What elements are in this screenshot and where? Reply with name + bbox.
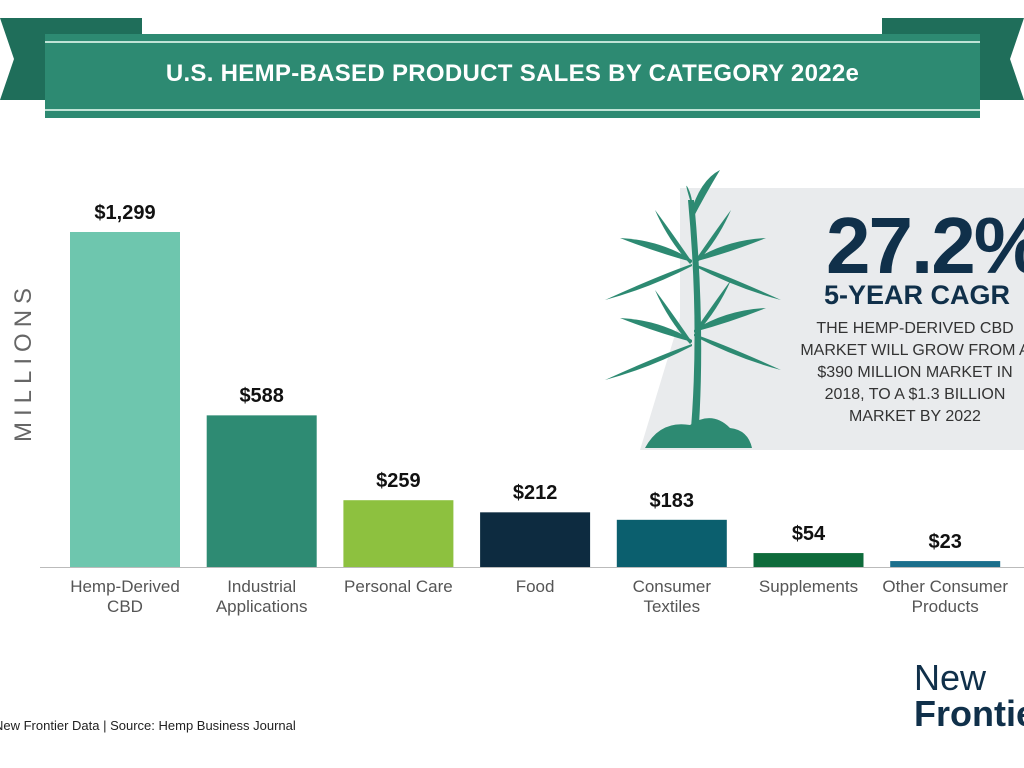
logo-text: Frontier — [914, 693, 1024, 734]
callout-subhead: 5-YEAR CAGR — [824, 280, 1011, 310]
value-label: $1,299 — [94, 202, 156, 224]
value-label: $588 — [239, 385, 284, 408]
bar — [70, 232, 180, 567]
value-label: $212 — [512, 482, 558, 505]
banner — [45, 34, 980, 118]
x-tick-label: Personal Care — [344, 577, 453, 596]
bar — [890, 561, 1001, 567]
bar — [616, 519, 727, 567]
logo-text: New — [914, 657, 987, 698]
value-label: $23 — [928, 531, 962, 554]
x-tick-label: Consumer Textiles — [632, 577, 711, 616]
x-tick-label: Hemp-Derived CBD — [70, 577, 180, 616]
bar — [753, 553, 864, 567]
x-tick-label: Supplements — [758, 577, 859, 596]
callout-headline: 27.2% — [826, 201, 1024, 290]
bar — [343, 500, 454, 567]
callout-panel — [640, 188, 1024, 450]
plant-icon — [605, 170, 781, 448]
bar — [206, 415, 317, 567]
x-tick-label: Food — [515, 577, 555, 596]
source-note: New Frontier Data | Source: Hemp Busines… — [0, 718, 296, 733]
y-axis-label: MILLIONS — [10, 281, 37, 442]
chart-title: U.S. HEMP-BASED PRODUCT SALES BY CATEGOR… — [165, 60, 860, 87]
bar — [480, 512, 591, 567]
x-tick-label: Industrial Applications — [215, 577, 308, 616]
value-label: $259 — [376, 470, 421, 493]
callout-text: THE HEMP-DERIVED CBD MARKET WILL GROW FR… — [800, 320, 1024, 425]
x-tick-label: Other Consumer Products — [882, 577, 1009, 616]
value-label: $183 — [649, 489, 695, 512]
value-label: $54 — [791, 523, 826, 546]
